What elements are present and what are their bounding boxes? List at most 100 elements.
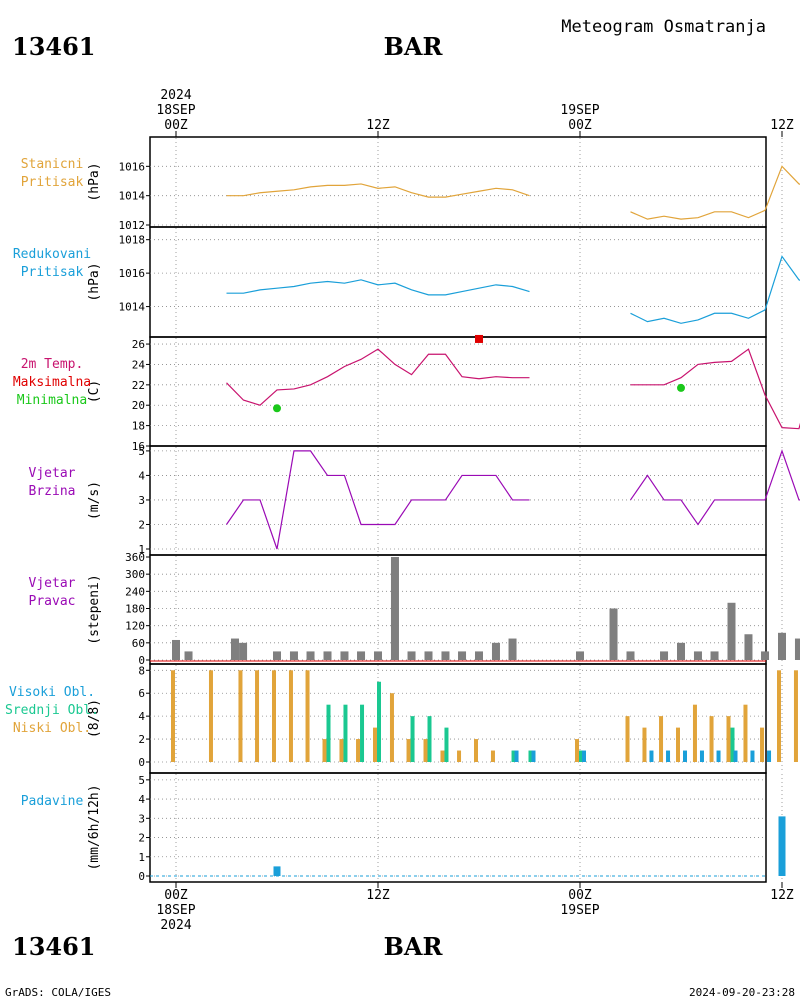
bottom-time-label: 00Z	[568, 888, 592, 903]
panel-label: Visoki Obl.	[9, 685, 95, 700]
direction-bar	[230, 638, 239, 660]
low-cloud-bar	[322, 739, 327, 762]
bottom-time-label: 2024	[160, 918, 191, 933]
bottom-time-label: 12Z	[770, 888, 794, 903]
direction-bar	[727, 602, 736, 660]
panel-3: 1 2 3 4 5 (m/s) Vjetar Brzina	[29, 445, 800, 556]
bottom-time-label: 00Z	[164, 888, 188, 903]
y-tick-label: 360	[125, 551, 145, 564]
panel-label: Pravac	[29, 594, 76, 609]
low-cloud-bar	[356, 739, 361, 762]
top-time-label: 12Z	[366, 118, 390, 133]
direction-bar	[710, 651, 719, 660]
direction-bar	[626, 651, 635, 660]
y-tick-label: 240	[125, 585, 145, 598]
station-name-top: BAR	[384, 32, 444, 61]
panel-frame	[149, 772, 767, 883]
panel-label: Pritisak	[21, 265, 84, 280]
panel-label: Vjetar	[29, 576, 76, 591]
direction-bar	[778, 632, 786, 660]
top-time-label: 19SEP	[560, 103, 599, 118]
low-cloud-bar	[238, 670, 243, 762]
top-time-axis: 202418SEP00Z12Z19SEP00Z12Z20SEP00Z12Z	[156, 88, 794, 137]
panel-label: Srednji Obl.	[5, 703, 99, 718]
station-id-bottom: 13461	[12, 932, 96, 961]
panel-frame	[149, 136, 767, 228]
direction-bar	[273, 651, 281, 660]
high-cloud-bar	[716, 750, 721, 762]
low-cloud-bar	[339, 739, 344, 762]
mid-cloud-bar	[511, 750, 516, 762]
low-cloud-bar	[743, 704, 748, 762]
direction-bar	[744, 634, 753, 660]
panel-frame	[149, 336, 767, 447]
y-tick-label: 2	[138, 832, 145, 845]
low-cloud-bar	[709, 716, 714, 762]
direction-bar	[357, 651, 366, 660]
y-tick-label: 60	[132, 637, 145, 650]
panel-label: 2m Temp.	[21, 357, 84, 372]
direction-bar	[761, 651, 770, 660]
y-unit-label: (C)	[87, 380, 102, 403]
low-cloud-bar	[474, 739, 478, 762]
low-cloud-bar	[389, 693, 394, 762]
y-unit-label: (8/8)	[87, 699, 102, 738]
y-tick-label: 1	[138, 543, 145, 556]
max-temp-point	[475, 334, 483, 343]
low-cloud-bar	[406, 739, 411, 762]
low-cloud-bar	[625, 716, 630, 762]
high-cloud-bar	[733, 750, 738, 762]
y-tick-label: 5	[138, 445, 145, 458]
direction-bar	[609, 608, 618, 660]
min-temp-point	[677, 383, 685, 392]
series-line	[226, 279, 530, 296]
mid-cloud-bar	[326, 704, 331, 762]
direction-bar	[306, 651, 315, 660]
mid-cloud-bar	[444, 727, 449, 762]
low-cloud-bar	[440, 750, 445, 762]
direction-bar	[677, 642, 685, 660]
mid-cloud-bar	[528, 750, 533, 762]
y-tick-label: 16	[132, 440, 145, 453]
high-cloud-bar	[531, 750, 536, 762]
y-tick-label: 3	[138, 812, 145, 825]
plot-timestamp: 2024-09-20-23:28	[689, 986, 795, 999]
high-cloud-bar	[699, 750, 704, 762]
min-temp-point	[273, 404, 281, 413]
series-line	[630, 255, 800, 324]
low-cloud-bar	[423, 739, 428, 762]
y-tick-label: 18	[132, 420, 145, 433]
direction-bar	[458, 651, 467, 660]
low-cloud-bar	[793, 670, 798, 762]
y-tick-label: 2	[138, 518, 145, 531]
series-line	[226, 183, 530, 198]
high-cloud-bar	[514, 750, 519, 762]
y-tick-label: 1016	[119, 267, 146, 280]
y-tick-label: 26	[132, 338, 145, 351]
panel-1: 1014 1016 1018 (hPa)Redukovani Pritisak	[13, 226, 800, 338]
y-tick-label: 1018	[119, 234, 146, 247]
panel-label: Minimalna	[17, 393, 87, 408]
direction-bar	[323, 651, 332, 660]
high-cloud-bar	[582, 750, 586, 762]
high-cloud-bar	[683, 750, 687, 762]
top-time-label: 2024	[160, 88, 191, 103]
panel-label: Vjetar	[29, 466, 76, 481]
mid-cloud-bar	[579, 750, 583, 762]
y-unit-label: (m/s)	[87, 481, 102, 520]
y-tick-label: 24	[132, 358, 146, 371]
low-cloud-bar	[171, 670, 175, 762]
direction-bar	[508, 638, 517, 660]
low-cloud-bar	[490, 750, 495, 762]
precip-bar	[273, 866, 281, 876]
high-cloud-bar	[649, 750, 654, 762]
direction-bar	[491, 642, 500, 660]
direction-bar	[184, 651, 193, 660]
direction-bar	[289, 651, 298, 660]
y-tick-label: 0	[138, 756, 145, 769]
y-tick-label: 4	[138, 793, 145, 806]
high-cloud-bar	[666, 750, 671, 762]
series-line	[226, 348, 530, 406]
panel-label: Niski Obl.	[13, 721, 91, 736]
y-tick-label: 1012	[119, 219, 146, 232]
